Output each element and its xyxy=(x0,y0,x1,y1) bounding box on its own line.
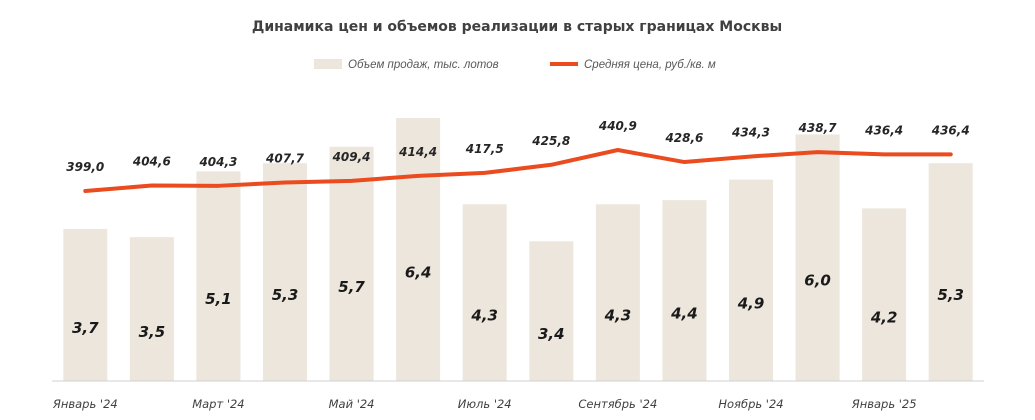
bar-value-label: 5,1 xyxy=(205,290,232,308)
bar-value-label: 3,7 xyxy=(72,319,99,337)
price-value-label: 428,6 xyxy=(664,131,703,145)
bar xyxy=(729,179,773,381)
legend-bar-swatch xyxy=(314,59,342,69)
bar-value-label: 6,4 xyxy=(405,264,432,282)
x-tick-label: Сентябрь '24 xyxy=(578,397,657,411)
bar xyxy=(396,118,441,381)
bar-value-label: 6,0 xyxy=(804,272,831,290)
price-point xyxy=(416,174,420,178)
price-point xyxy=(216,184,220,188)
price-value-label: 438,7 xyxy=(798,121,838,135)
bar xyxy=(928,163,973,381)
x-tick-label: Январь '25 xyxy=(851,397,917,411)
price-line-group xyxy=(83,148,953,193)
legend-line-label: Средняя цена, руб./кв. м xyxy=(584,59,716,71)
bar-value-label: 5,3 xyxy=(937,286,964,304)
price-point xyxy=(483,171,487,175)
price-point xyxy=(350,179,354,183)
price-value-label: 417,5 xyxy=(465,142,504,156)
price-point xyxy=(816,150,820,154)
price-point xyxy=(882,152,886,156)
bar-value-label: 4,3 xyxy=(604,307,632,325)
bar xyxy=(63,228,108,381)
x-tick-label: Март '24 xyxy=(192,397,244,411)
price-point xyxy=(83,189,87,193)
price-value-label: 399,0 xyxy=(66,160,104,174)
price-value-label: 409,4 xyxy=(332,150,371,164)
bar-value-label: 3,4 xyxy=(538,325,565,343)
bar xyxy=(529,241,574,381)
price-value-label: 407,7 xyxy=(265,151,305,165)
bar xyxy=(263,163,307,381)
bar-value-label: 5,7 xyxy=(338,278,365,296)
price-value-label: 425,8 xyxy=(531,134,570,148)
bar xyxy=(196,171,241,381)
bar xyxy=(795,134,840,381)
bar-labels-group: 3,7 3,5 5,1 5,3 5,7 6,4 4,3 3,4 4,3 4,4 4,9 6,0 4,2 5… xyxy=(72,264,964,344)
price-value-label: 414,4 xyxy=(398,145,437,159)
x-tick-label: Январь '24 xyxy=(52,397,118,411)
price-point xyxy=(749,154,753,158)
price-line xyxy=(83,148,953,193)
bar xyxy=(129,237,174,381)
price-value-label: 404,6 xyxy=(132,155,171,169)
x-tick-labels-group: Январь '24 Март '24 Май '24 Июль '24 Сентябр… xyxy=(52,397,917,411)
bar-value-label: 3,5 xyxy=(139,323,166,341)
bars-group xyxy=(63,118,973,381)
price-point xyxy=(549,163,553,167)
line-labels-group: 399,0 404,6 404,3 407,7 409,4 414,4 417,5 425,8… xyxy=(66,119,969,174)
x-tick-label: Май '24 xyxy=(329,397,375,411)
price-value-label: 434,3 xyxy=(731,125,770,139)
bar-value-label: 4,3 xyxy=(470,307,498,325)
price-point xyxy=(682,160,686,164)
legend: Объем продаж, тыс. лотов Средняя цена, р… xyxy=(314,59,716,71)
price-value-label: 440,9 xyxy=(598,119,637,133)
bar xyxy=(862,208,907,381)
price-value-label: 436,4 xyxy=(931,123,970,137)
price-point xyxy=(283,180,287,184)
x-tick-label: Июль '24 xyxy=(458,397,512,411)
x-tick-label: Ноябрь '24 xyxy=(718,397,783,411)
bar-value-label: 5,3 xyxy=(272,286,299,304)
bar xyxy=(329,146,374,381)
bar xyxy=(595,204,640,381)
bar-value-label: 4,9 xyxy=(737,294,765,312)
price-value-label: 436,4 xyxy=(864,123,903,137)
bar-value-label: 4,2 xyxy=(870,309,898,327)
price-value-label: 404,3 xyxy=(198,155,237,169)
legend-bar-label: Объем продаж, тыс. лотов xyxy=(348,59,499,71)
price-point xyxy=(150,184,154,188)
price-point xyxy=(616,148,620,152)
bar xyxy=(662,200,707,381)
bar xyxy=(462,204,507,381)
chart-title: Динамика цен и объемов реализации в стар… xyxy=(252,19,782,35)
bar-value-label: 4,4 xyxy=(670,305,698,323)
price-point xyxy=(949,152,953,156)
